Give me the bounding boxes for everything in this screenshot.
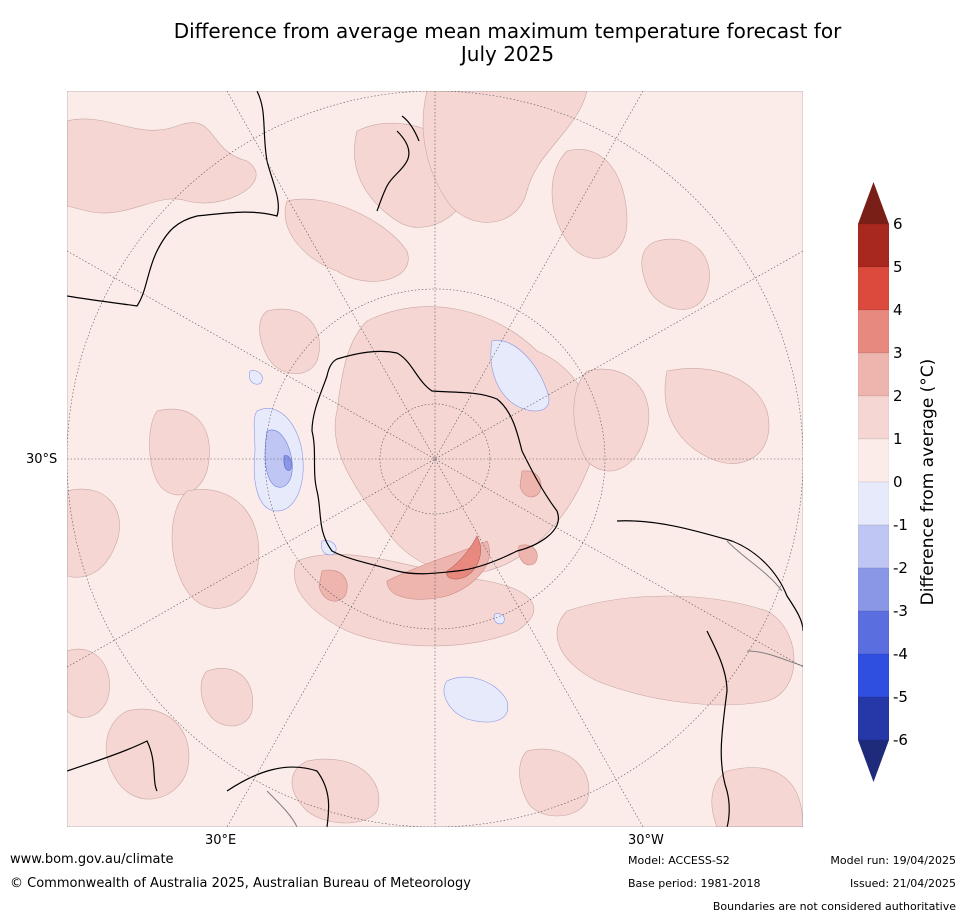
colorbar-extend-top bbox=[858, 182, 889, 224]
colorbar-tick-label: -4 bbox=[893, 645, 908, 663]
disclaimer-text: Boundaries are not considered authoritat… bbox=[712, 900, 956, 913]
colorbar-band bbox=[857, 610, 890, 655]
colorbar-tick-label: 3 bbox=[893, 344, 903, 362]
colorbar-svg bbox=[857, 182, 890, 782]
colorbar-band bbox=[857, 481, 890, 526]
chart-title: Difference from average mean maximum tem… bbox=[60, 20, 955, 66]
anomaly-warm-1-2 bbox=[67, 91, 803, 827]
model-text: Model: ACCESS-S2 bbox=[628, 854, 730, 867]
colorbar-tick-label: -2 bbox=[893, 559, 908, 577]
colorbar-band bbox=[857, 524, 890, 569]
colorbar bbox=[857, 182, 890, 782]
graticule bbox=[67, 91, 803, 827]
anomaly-cool-m1-m2 bbox=[264, 429, 293, 488]
lat-label-30s: 30°S bbox=[26, 452, 58, 467]
australia-coastline bbox=[67, 91, 279, 307]
colorbar-tick-label: 4 bbox=[893, 301, 903, 319]
website-link[interactable]: www.bom.gov.au/climate bbox=[10, 852, 174, 867]
colorbar-band bbox=[857, 696, 890, 741]
colorbar-tick-label: -6 bbox=[893, 731, 908, 749]
colorbar-tick-label: -1 bbox=[893, 516, 908, 534]
colorbar-tick-label: 2 bbox=[893, 387, 903, 405]
colorbar-band bbox=[857, 309, 890, 354]
lon-label-30w: 30°W bbox=[628, 833, 664, 848]
title-line-2: July 2025 bbox=[460, 42, 555, 66]
colorbar-tick-label: 0 bbox=[893, 473, 903, 491]
colorbar-tick-label: 5 bbox=[893, 258, 903, 276]
title-line-1: Difference from average mean maximum tem… bbox=[173, 19, 842, 43]
colorbar-tick-label: -5 bbox=[893, 688, 908, 706]
antarctica-coastline bbox=[311, 350, 559, 575]
colorbar-tick-label: 6 bbox=[893, 215, 903, 233]
colorbar-tick-label: -3 bbox=[893, 602, 908, 620]
colorbar-extend-bottom bbox=[858, 740, 889, 782]
south-america-coastline bbox=[616, 520, 803, 827]
new-zealand-coastline bbox=[376, 115, 420, 212]
colorbar-band bbox=[857, 438, 890, 483]
colorbar-band bbox=[857, 653, 890, 698]
issued-text: Issued: 21/04/2025 bbox=[849, 877, 956, 890]
colorbar-band bbox=[857, 223, 890, 268]
model-run-text: Model run: 19/04/2025 bbox=[830, 854, 956, 867]
colorbar-band bbox=[857, 395, 890, 440]
anomaly-cool-m2-m3 bbox=[283, 455, 292, 471]
copyright-text: © Commonwealth of Australia 2025, Austra… bbox=[10, 876, 471, 891]
map-svg bbox=[67, 91, 803, 827]
colorbar-band bbox=[857, 352, 890, 397]
lon-label-30e: 30°E bbox=[205, 833, 237, 848]
colorbar-band bbox=[857, 567, 890, 612]
polar-map[interactable] bbox=[67, 91, 803, 827]
colorbar-title: Difference from average (°C) bbox=[918, 358, 938, 606]
colorbar-tick-label: 1 bbox=[893, 430, 903, 448]
colorbar-band bbox=[857, 266, 890, 311]
base-period-text: Base period: 1981-2018 bbox=[628, 877, 761, 890]
